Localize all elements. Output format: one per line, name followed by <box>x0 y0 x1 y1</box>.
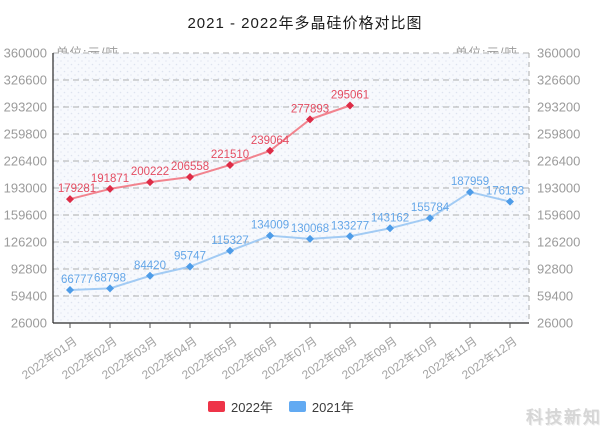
series-line-2022年 <box>69 104 351 201</box>
y-tick-label-left: 326600 <box>4 73 47 88</box>
legend-item-2021[interactable]: 2021年 <box>288 397 354 416</box>
data-point-label: 95747 <box>174 251 206 263</box>
legend-label-2022: 2022年 <box>231 400 273 415</box>
y-tick-label-left: 259800 <box>4 127 47 142</box>
data-point[interactable] <box>426 214 434 223</box>
data-point[interactable] <box>466 188 474 197</box>
legend-swatch-2021 <box>288 401 306 412</box>
y-tick-label-right: 59400 <box>537 289 573 304</box>
plot-background <box>53 53 529 323</box>
y-tick-label-right: 259800 <box>537 127 580 142</box>
data-point-label: 179281 <box>58 183 96 195</box>
watermark: 科技新知 <box>526 408 602 427</box>
y-tick-label-right: 226400 <box>537 154 580 169</box>
y-tick-label-left: 193000 <box>4 181 47 196</box>
data-point[interactable] <box>346 232 354 241</box>
y-tick-label-right: 326600 <box>537 73 580 88</box>
y-tick-label-left: 92800 <box>11 262 47 277</box>
data-point-label: 130068 <box>291 223 329 235</box>
data-point[interactable] <box>506 197 514 206</box>
data-point[interactable] <box>226 160 234 169</box>
data-point[interactable] <box>306 115 314 124</box>
y-tick-label-right: 26000 <box>537 316 573 331</box>
y-tick-label-left: 360000 <box>4 46 47 61</box>
y-tick-label-left: 159600 <box>4 208 47 223</box>
legend-label-2021: 2021年 <box>311 400 354 415</box>
data-point[interactable] <box>346 101 354 110</box>
legend-swatch-2022 <box>208 401 225 412</box>
data-point-label: 295061 <box>331 89 369 101</box>
y-tick-label-left: 26000 <box>11 316 47 331</box>
data-point-label: 239064 <box>251 135 290 147</box>
data-point[interactable] <box>186 173 194 182</box>
data-point-label: 221510 <box>211 149 249 161</box>
chart-title: 2021 - 2022年多晶硅价格对比图 <box>187 15 423 32</box>
y-tick-label-right: 126200 <box>537 235 580 250</box>
data-point-label: 176193 <box>486 186 524 198</box>
data-point-label: 277893 <box>291 103 329 115</box>
series-line-2021年 <box>69 191 511 292</box>
data-point[interactable] <box>146 178 154 187</box>
data-point[interactable] <box>306 234 314 243</box>
y-tick-label-left: 126200 <box>4 235 47 250</box>
data-point-label: 191871 <box>91 173 129 185</box>
data-point-label: 200222 <box>131 166 169 178</box>
data-point[interactable] <box>186 262 194 271</box>
y-tick-label-right: 159600 <box>537 208 580 223</box>
y-tick-label-left: 59400 <box>11 289 47 304</box>
data-point-label: 134009 <box>251 220 289 232</box>
data-point[interactable] <box>106 184 114 193</box>
y-tick-label-left: 293200 <box>4 100 47 115</box>
data-point[interactable] <box>266 146 274 155</box>
y-tick-label-left: 226400 <box>4 154 47 169</box>
data-point[interactable] <box>66 195 74 204</box>
data-point[interactable] <box>266 231 274 240</box>
data-point-label: 66777 <box>61 274 93 286</box>
y-tick-label-right: 360000 <box>537 46 580 61</box>
data-point-label: 133277 <box>331 220 369 232</box>
y-tick-label-right: 92800 <box>537 262 573 277</box>
legend-item-2022[interactable]: 2022年 <box>208 397 273 416</box>
data-point-label: 84420 <box>134 260 166 272</box>
data-point-label: 187959 <box>451 176 489 188</box>
data-point-label: 143162 <box>371 212 409 224</box>
data-point[interactable] <box>106 284 114 293</box>
data-point[interactable] <box>226 246 234 255</box>
data-point-label: 115327 <box>211 235 249 247</box>
data-point-label: 206558 <box>171 161 209 173</box>
data-point[interactable] <box>146 271 154 280</box>
chart-legend: 2022年 2021年 <box>208 397 354 416</box>
y-tick-label-right: 293200 <box>537 100 580 115</box>
data-point-label: 155784 <box>411 202 450 214</box>
data-point[interactable] <box>386 224 394 233</box>
data-point[interactable] <box>66 286 74 295</box>
data-point-label: 68798 <box>94 272 126 284</box>
y-tick-label-right: 193000 <box>537 181 580 196</box>
